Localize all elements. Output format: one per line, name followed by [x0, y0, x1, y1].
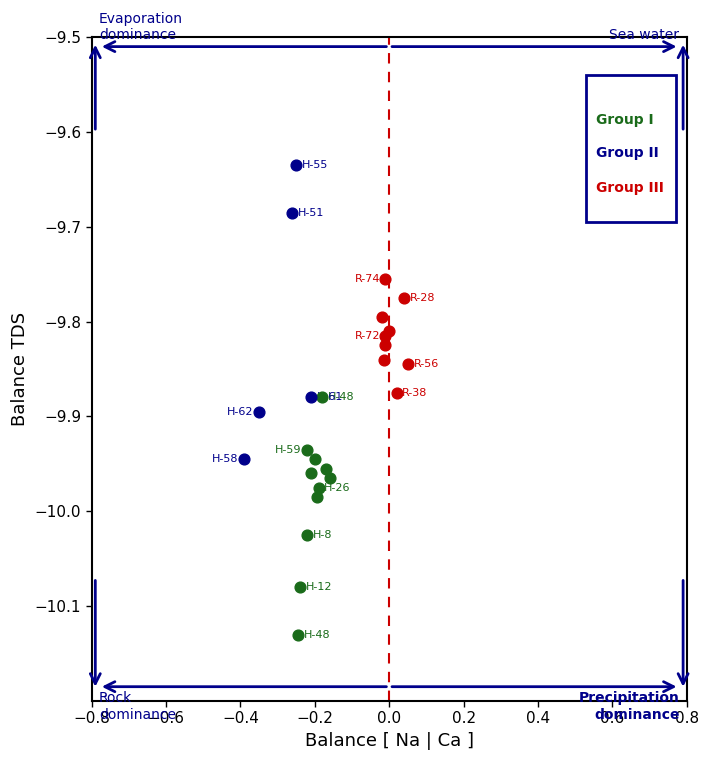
- Point: [320, 463, 332, 475]
- Y-axis label: Balance TDS: Balance TDS: [11, 312, 29, 426]
- Text: Group II: Group II: [596, 146, 658, 160]
- Text: Sea water: Sea water: [609, 28, 679, 42]
- Point: [287, 206, 298, 218]
- Point: [294, 581, 305, 594]
- Point: [380, 273, 391, 285]
- Point: [391, 387, 403, 399]
- Text: R-74: R-74: [354, 274, 380, 284]
- FancyBboxPatch shape: [586, 75, 676, 222]
- Text: R-28: R-28: [410, 293, 435, 303]
- Point: [290, 159, 302, 171]
- Point: [313, 482, 324, 494]
- Point: [398, 291, 410, 304]
- Point: [324, 472, 335, 484]
- Point: [239, 453, 250, 465]
- Text: H-12: H-12: [305, 582, 332, 592]
- Point: [380, 330, 391, 342]
- Point: [309, 453, 320, 465]
- Text: H-55: H-55: [302, 160, 328, 170]
- Text: R-38: R-38: [403, 387, 427, 398]
- Point: [311, 491, 322, 503]
- Text: H-48: H-48: [328, 393, 354, 403]
- Text: R-56: R-56: [413, 359, 439, 369]
- Point: [378, 353, 389, 365]
- Text: Group I: Group I: [596, 113, 653, 127]
- Text: H-8: H-8: [313, 530, 332, 540]
- Text: H-51: H-51: [298, 208, 324, 218]
- Text: Precipitation
dominance: Precipitation dominance: [579, 692, 679, 721]
- Point: [317, 391, 328, 403]
- Text: H-59: H-59: [275, 444, 302, 454]
- Point: [402, 358, 413, 371]
- Point: [302, 444, 313, 456]
- Point: [302, 529, 313, 541]
- Text: H-26: H-26: [324, 482, 351, 492]
- Point: [253, 406, 265, 418]
- Text: H-61: H-61: [317, 393, 343, 403]
- Point: [305, 391, 317, 403]
- Point: [293, 629, 304, 641]
- Point: [305, 467, 317, 479]
- Point: [383, 325, 395, 337]
- Point: [380, 339, 391, 352]
- Point: [376, 310, 388, 323]
- Text: Evaporation
dominance: Evaporation dominance: [99, 11, 183, 42]
- Text: H-58: H-58: [212, 454, 239, 464]
- Text: H-48: H-48: [304, 629, 330, 639]
- Text: R-72: R-72: [354, 331, 380, 341]
- Text: Group III: Group III: [596, 181, 664, 196]
- Text: H-62: H-62: [227, 406, 253, 417]
- Text: Rock
dominance: Rock dominance: [99, 692, 176, 721]
- X-axis label: Balance [ Na | Ca ]: Balance [ Na | Ca ]: [305, 732, 474, 750]
